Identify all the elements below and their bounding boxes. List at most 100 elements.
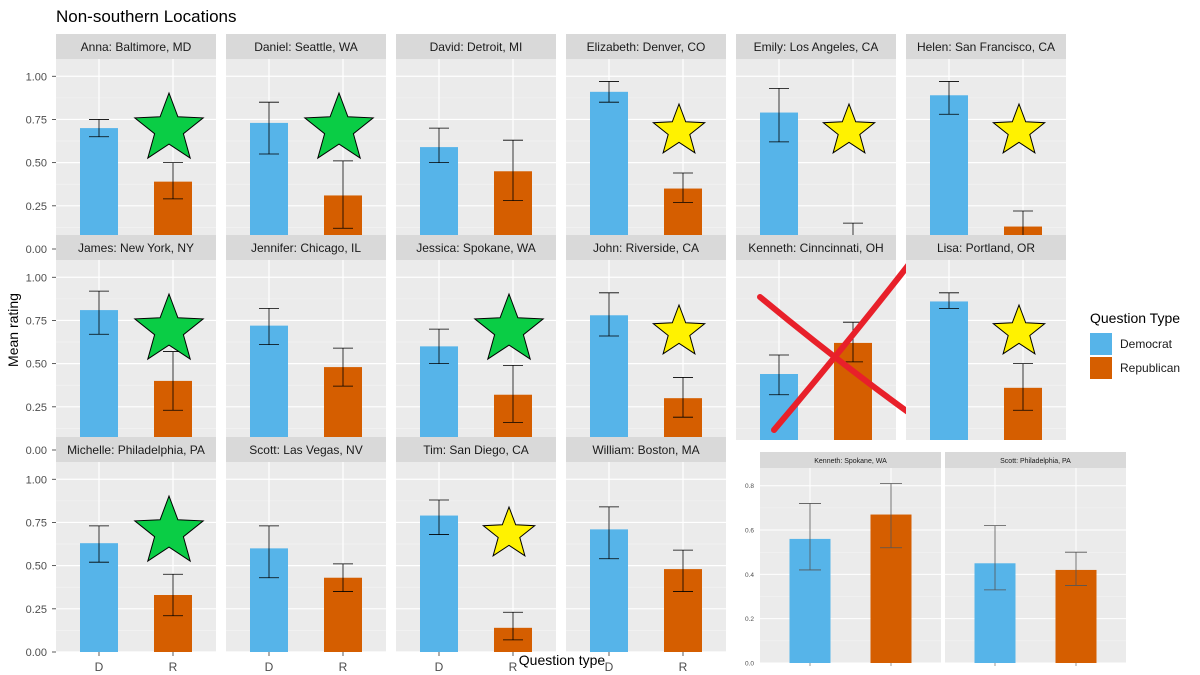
y-tick-label: 0.50 <box>26 359 47 371</box>
facet-strip-label: Helen: San Francisco, CA <box>917 40 1055 54</box>
red-cross-stroke <box>771 260 913 433</box>
facet-strip <box>396 34 556 59</box>
facet-panel: Scott: Las Vegas, NV D R <box>226 437 386 674</box>
facet-strip-label: Scott: Las Vegas, NV <box>249 443 362 457</box>
facet-panel: Jennifer: Chicago, IL <box>226 235 386 451</box>
green-star-icon <box>133 91 205 160</box>
inset-panel-background <box>760 468 941 663</box>
x-axis-label: Question type <box>519 652 606 668</box>
bar-democrat <box>80 128 118 249</box>
bar-democrat <box>250 325 288 450</box>
y-tick-label: 0.00 <box>26 244 47 256</box>
facet-strip-label: Elizabeth: Denver, CO <box>587 40 706 54</box>
y-tick-label: 0.50 <box>26 158 47 170</box>
legend-swatch <box>1090 333 1112 355</box>
x-tick-label: R <box>679 660 688 674</box>
bar-democrat <box>590 315 628 450</box>
inset-strip <box>945 452 1126 468</box>
inset-y-tick-label: 0.2 <box>745 616 754 623</box>
y-tick-label: 0.75 <box>26 114 47 126</box>
green-star-icon <box>473 292 545 361</box>
facet-panel: William: Boston, MA D R <box>566 437 726 674</box>
facet-strip <box>56 34 216 59</box>
facet-strip <box>736 235 896 260</box>
yellow-star-icon <box>991 303 1047 355</box>
facet-strip <box>56 235 216 260</box>
facet-panel: Anna: Baltimore, MD 0.00 0.25 0.50 0.75 1.00 <box>26 34 216 256</box>
facet-panel: John: Riverside, CA <box>566 235 726 451</box>
facet-strip <box>226 34 386 59</box>
inset-y-tick-label: 0.8 <box>745 483 754 490</box>
inset-strip <box>760 452 941 468</box>
y-tick-label: 0.00 <box>26 647 47 659</box>
facet-strip-label: Jessica: Spokane, WA <box>416 241 536 255</box>
yellow-star-icon <box>481 505 537 557</box>
y-tick-label: 0.00 <box>26 445 47 457</box>
facet-panel: Lisa: Portland, ORDR <box>906 235 1066 472</box>
inset-y-tick-label: 0.0 <box>745 661 754 668</box>
inset-y-tick-label: 0.4 <box>745 572 754 579</box>
x-tick-label: D <box>95 660 104 674</box>
inset-panel: Scott: Philadelphia, PA <box>945 452 1126 666</box>
facet-strip <box>396 437 556 462</box>
facet-strip-label: Emily: Los Angeles, CA <box>754 40 879 54</box>
facet-strip <box>566 235 726 260</box>
facet-strip <box>56 437 216 462</box>
facet-strip-label: John: Riverside, CA <box>593 241 699 255</box>
facet-panel: James: New York, NY 0.00 0.25 0.50 0.75 1.00 <box>26 235 216 457</box>
bar-democrat <box>420 515 458 652</box>
facet-panel: Emily: Los Angeles, CA <box>736 34 896 250</box>
facet-strip <box>736 34 896 59</box>
green-star-icon <box>133 292 205 361</box>
facet-strip <box>906 34 1066 59</box>
bar-democrat <box>590 91 628 250</box>
facet-strip <box>226 437 386 462</box>
legend-title: Question Type <box>1090 310 1180 326</box>
green-star-icon <box>303 91 375 160</box>
y-tick-label: 0.25 <box>26 402 47 414</box>
y-axis-label: Mean rating <box>5 293 21 367</box>
facet-strip-label: Michelle: Philadelphia, PA <box>67 443 205 457</box>
yellow-star-icon <box>651 102 707 154</box>
facet-strip-label: David: Detroit, MI <box>430 40 523 54</box>
inset-y-tick-label: 0.6 <box>745 528 754 535</box>
facet-panel: Kenneth: Cinncinnati, OHDR <box>736 235 915 472</box>
y-tick-label: 0.75 <box>26 517 47 529</box>
facet-panel: Michelle: Philadelphia, PA 0.00 0.25 0.50 0.… <box>26 437 216 674</box>
facet-strip <box>566 34 726 59</box>
facet-panel: David: Detroit, MI <box>396 34 556 250</box>
y-tick-label: 1.00 <box>26 474 47 486</box>
chart-title: Non-southern Locations <box>56 7 237 26</box>
facet-strip <box>226 235 386 260</box>
facet-panel: Daniel: Seattle, WA <box>226 34 386 250</box>
legend: Democrat Republican <box>1090 333 1180 379</box>
yellow-star-icon <box>821 102 877 154</box>
legend-label: Democrat <box>1120 337 1173 351</box>
yellow-star-icon <box>991 102 1047 154</box>
legend-swatch <box>1090 357 1112 379</box>
legend-label: Republican <box>1120 361 1180 375</box>
y-tick-label: 0.75 <box>26 315 47 327</box>
facet-panel: Tim: San Diego, CA D R <box>396 437 556 674</box>
facet-panels: Anna: Baltimore, MD 0.00 0.25 0.50 0.75 1.00 D… <box>26 34 1066 674</box>
bar-democrat <box>420 147 458 249</box>
y-tick-label: 0.25 <box>26 604 47 616</box>
bar-democrat <box>930 301 968 450</box>
x-tick-label: R <box>339 660 348 674</box>
yellow-star-icon <box>651 303 707 355</box>
facet-strip-label: Daniel: Seattle, WA <box>254 40 358 54</box>
inset-strip-label: Scott: Philadelphia, PA <box>1000 458 1071 465</box>
x-tick-label: D <box>435 660 444 674</box>
x-tick-label: D <box>265 660 274 674</box>
facet-panel: Helen: San Francisco, CA <box>906 34 1066 250</box>
x-tick-label: R <box>169 660 178 674</box>
y-tick-label: 0.25 <box>26 201 47 213</box>
facet-strip-label: William: Boston, MA <box>592 443 699 457</box>
y-tick-label: 1.00 <box>26 71 47 83</box>
inset-panel-background <box>945 468 1126 663</box>
facet-strip <box>396 235 556 260</box>
y-tick-label: 1.00 <box>26 272 47 284</box>
facet-strip <box>566 437 726 462</box>
y-tick-label: 0.50 <box>26 561 47 573</box>
